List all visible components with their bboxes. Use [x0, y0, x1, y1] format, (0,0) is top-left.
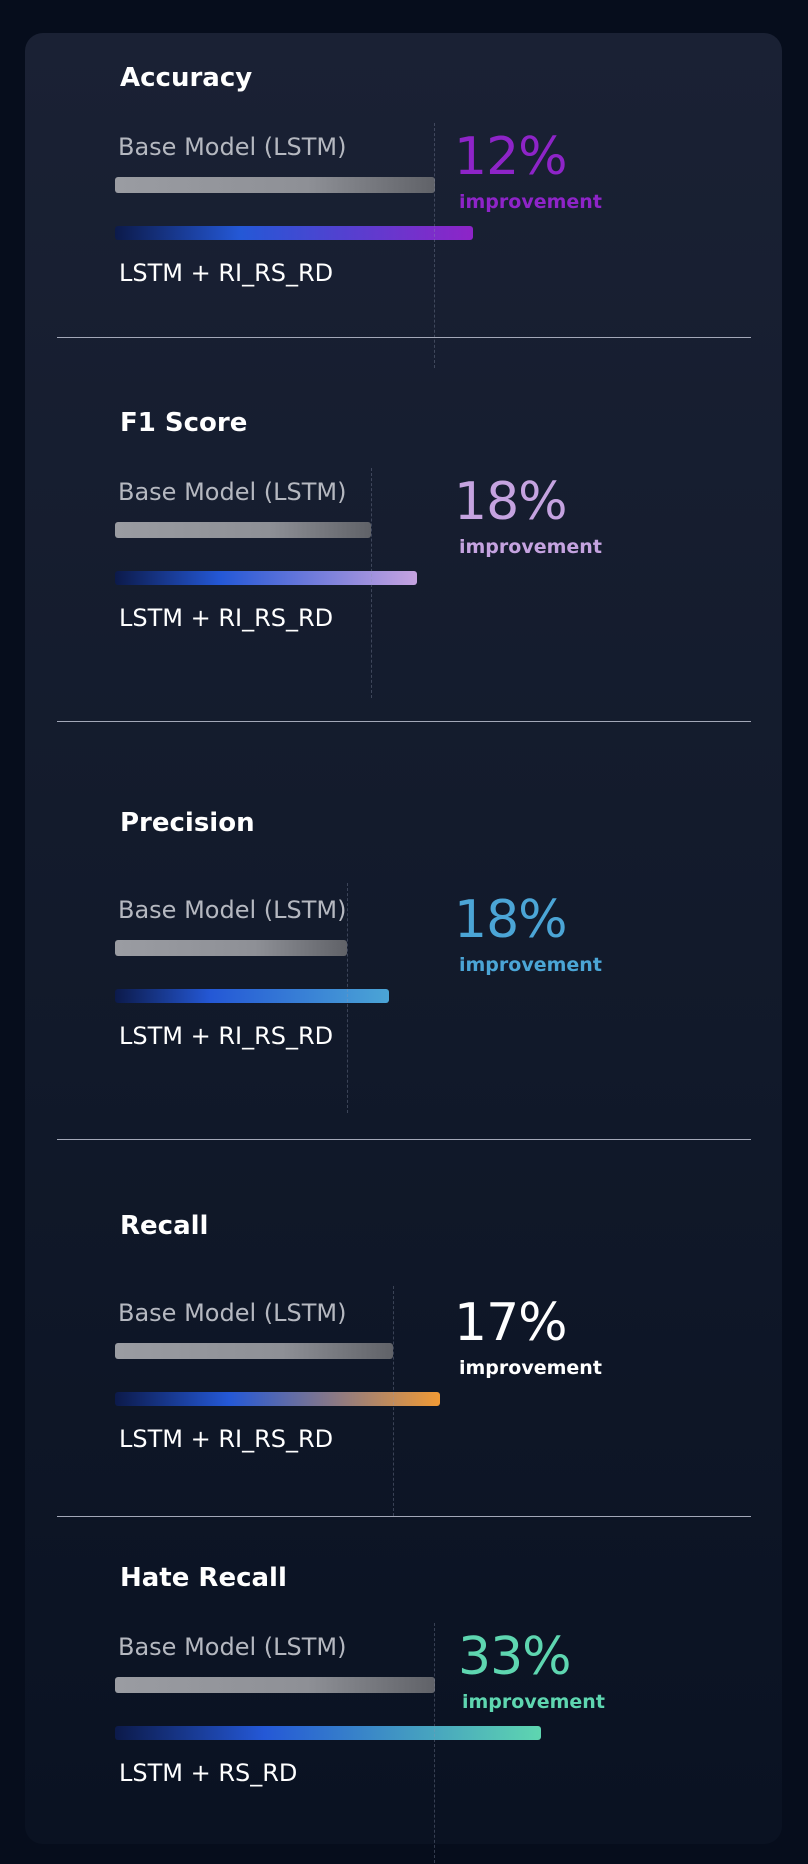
improvement-percent: 18%	[454, 472, 568, 532]
base-model-label: Base Model (LSTM)	[118, 1633, 347, 1661]
section-divider	[57, 721, 751, 722]
improvement-label: improvement	[462, 1691, 605, 1713]
base-model-label: Base Model (LSTM)	[118, 896, 347, 924]
improvement-label: improvement	[459, 536, 602, 558]
improvement-label: improvement	[459, 954, 602, 976]
improvement-percent: 12%	[454, 127, 568, 187]
improvement-percent: 33%	[458, 1627, 572, 1687]
base-model-label: Base Model (LSTM)	[118, 133, 347, 161]
improved-model-label: LSTM + RI_RS_RD	[119, 259, 334, 287]
improvement-percent: 17%	[454, 1293, 568, 1353]
baseline-reference-line	[393, 1286, 394, 1516]
panel-title: Hate Recall	[120, 1563, 287, 1593]
panel-title: Accuracy	[120, 63, 253, 93]
baseline-reference-line	[434, 1623, 435, 1863]
metrics-card	[25, 33, 782, 1844]
improved-model-label: LSTM + RI_RS_RD	[119, 1425, 334, 1453]
improved-model-bar	[115, 1392, 440, 1406]
improved-model-label: LSTM + RI_RS_RD	[119, 604, 334, 632]
improved-model-bar	[115, 1726, 541, 1740]
base-model-bar	[115, 1343, 393, 1359]
baseline-reference-line	[434, 123, 435, 368]
base-model-bar	[115, 522, 371, 538]
improvement-label: improvement	[459, 1357, 602, 1379]
improvement-percent: 18%	[454, 890, 568, 950]
base-model-bar	[115, 177, 435, 193]
improved-model-bar	[115, 989, 389, 1003]
improved-model-label: LSTM + RI_RS_RD	[119, 1022, 334, 1050]
improved-model-label: LSTM + RS_RD	[119, 1759, 298, 1787]
panel-title: Precision	[120, 808, 255, 838]
improved-model-bar	[115, 226, 473, 240]
section-divider	[57, 337, 751, 338]
panel-title: F1 Score	[120, 408, 248, 438]
baseline-reference-line	[347, 883, 348, 1113]
base-model-label: Base Model (LSTM)	[118, 1299, 347, 1327]
base-model-bar	[115, 940, 347, 956]
improvement-label: improvement	[459, 191, 602, 213]
baseline-reference-line	[371, 468, 372, 698]
base-model-bar	[115, 1677, 435, 1693]
panel-title: Recall	[120, 1211, 209, 1241]
base-model-label: Base Model (LSTM)	[118, 478, 347, 506]
section-divider	[57, 1139, 751, 1140]
improved-model-bar	[115, 571, 417, 585]
section-divider	[57, 1516, 751, 1517]
